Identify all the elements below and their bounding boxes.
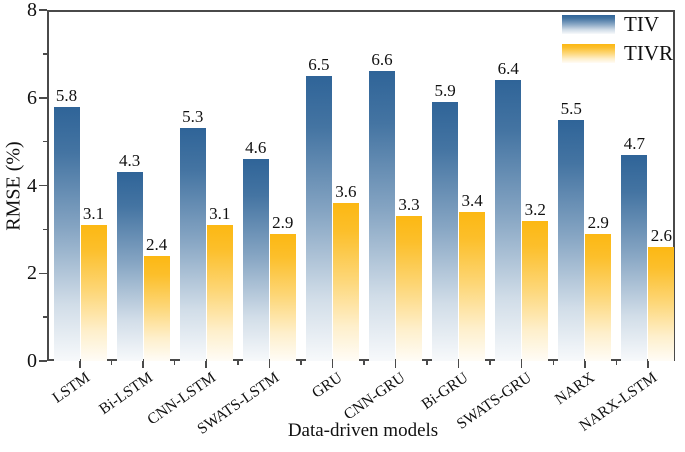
bar-tivr-narx-lstm	[648, 246, 675, 361]
x-tick-major	[268, 361, 271, 368]
legend-swatch-tivr	[562, 44, 615, 63]
y-tick-minor	[43, 53, 47, 55]
x-tick-minor	[300, 361, 302, 365]
y-tick-label: 4	[27, 174, 37, 197]
y-tick-major	[39, 9, 47, 11]
bar-value-label-tiv-gru: 6.5	[308, 54, 330, 74]
x-tick-label-bi-gru: Bi-GRU	[418, 369, 472, 414]
plot-area: 5.8 3.1 4.3 2.4 5.3 3.1 4.6 2.9 6.5 3.6 6.6 3.3 5.9 3…	[47, 10, 675, 361]
x-tick-major	[205, 361, 207, 368]
y-tick-major	[39, 272, 47, 275]
bar-tivr-swats-lstm	[269, 233, 296, 361]
bar-tivr-swats-gru	[522, 220, 549, 361]
x-tick-major	[331, 361, 334, 368]
bar-value-label-tivr-swats-lstm: 2.9	[272, 212, 294, 232]
y-tick-minor	[43, 140, 47, 143]
legend-swatch-tiv	[562, 15, 615, 34]
bar-tivr-bi-gru	[459, 211, 486, 361]
bar-tivr-gru	[332, 203, 359, 361]
bar-value-label-tivr-bi-lstm: 2.4	[145, 234, 168, 254]
x-tick-minor	[426, 361, 428, 365]
bar-value-label-tiv-bi-lstm: 4.3	[118, 151, 141, 171]
y-tick-minor	[43, 228, 47, 231]
x-tick-label-cnn-gru: CNN-GRU	[340, 369, 409, 424]
x-tick-minor	[489, 361, 491, 365]
bar-tiv-narx	[558, 119, 585, 361]
legend-label-tivr: TIVR	[624, 41, 673, 65]
bar-value-label-tivr-bi-gru: 3.4	[461, 190, 483, 210]
y-tick-major	[39, 97, 47, 99]
bar-tiv-cnn-lstm	[179, 128, 206, 361]
x-tick-minor	[173, 361, 176, 365]
bar-tivr-cnn-gru	[396, 216, 422, 361]
bar-value-label-tiv-cnn-lstm: 5.3	[182, 107, 204, 127]
bar-value-label-tivr-cnn-lstm: 3.1	[209, 204, 231, 223]
bar-tiv-bi-lstm	[116, 172, 143, 361]
y-tick-label: 8	[27, 0, 37, 21]
bar-tivr-narx	[585, 233, 612, 361]
legend: TIV TIVR	[562, 14, 673, 64]
bar-value-label-tiv-swats-gru: 6.4	[497, 59, 519, 79]
y-tick-major	[39, 184, 47, 187]
bar-tiv-lstm	[53, 106, 80, 361]
x-tick-major	[79, 361, 81, 368]
x-axis-title: Data-driven models	[287, 420, 439, 441]
x-tick-minor	[615, 361, 618, 365]
bar-value-label-tivr-cnn-gru: 3.3	[398, 195, 420, 215]
bar-tiv-narx-lstm	[621, 154, 648, 361]
bar-tiv-bi-gru	[432, 102, 459, 361]
bar-value-label-tivr-narx-lstm: 2.6	[650, 225, 673, 245]
x-tick-label-narx: NARX	[551, 369, 598, 409]
bar-value-label-tiv-narx: 5.5	[560, 98, 582, 118]
x-tick-major	[584, 361, 586, 368]
bar-tiv-cnn-gru	[369, 71, 395, 361]
bar-value-label-tiv-swats-lstm: 4.6	[245, 138, 267, 158]
bar-value-label-tivr-narx: 2.9	[587, 212, 609, 232]
x-tick-minor	[110, 361, 113, 365]
bar-tiv-gru	[305, 75, 332, 361]
x-tick-major	[647, 361, 649, 368]
bar-value-label-tivr-gru: 3.6	[335, 182, 357, 202]
bar-value-label-tiv-cnn-gru: 6.6	[371, 50, 393, 70]
bar-tiv-swats-gru	[495, 80, 522, 361]
bar-value-label-tivr-lstm: 3.1	[82, 204, 105, 223]
y-tick-minor	[43, 316, 47, 318]
y-tick-label: 0	[27, 350, 37, 372]
x-tick-minor	[237, 361, 239, 365]
x-tick-minor	[552, 361, 554, 365]
y-tick-label: 2	[27, 262, 37, 285]
x-tick-major	[394, 361, 397, 368]
legend-item-tiv: TIV	[562, 14, 673, 35]
bar-tivr-bi-lstm	[143, 255, 170, 361]
y-tick-label: 6	[27, 86, 37, 109]
bar-value-label-tiv-narx-lstm: 4.7	[623, 133, 646, 153]
bar-tivr-lstm	[80, 225, 107, 361]
y-axis-title: RMSE (%)	[2, 141, 25, 231]
legend-item-tivr: TIVR	[562, 43, 673, 64]
x-tick-major	[142, 361, 144, 368]
x-tick-label-lstm: LSTM	[49, 369, 93, 407]
legend-label-tiv: TIV	[624, 12, 659, 36]
x-tick-minor	[363, 361, 365, 365]
bar-value-label-tiv-bi-gru: 5.9	[434, 81, 456, 101]
bar-value-label-tivr-swats-gru: 3.2	[524, 199, 546, 219]
x-tick-label-bi-lstm: Bi-LSTM	[96, 369, 156, 419]
y-tick-major	[39, 360, 47, 362]
bar-tivr-cnn-lstm	[206, 225, 233, 361]
bar-tiv-swats-lstm	[242, 159, 269, 361]
x-tick-major	[457, 361, 460, 368]
x-tick-major	[520, 361, 523, 368]
x-tick-label-gru: GRU	[308, 369, 346, 402]
bar-value-label-tiv-lstm: 5.8	[55, 85, 78, 105]
